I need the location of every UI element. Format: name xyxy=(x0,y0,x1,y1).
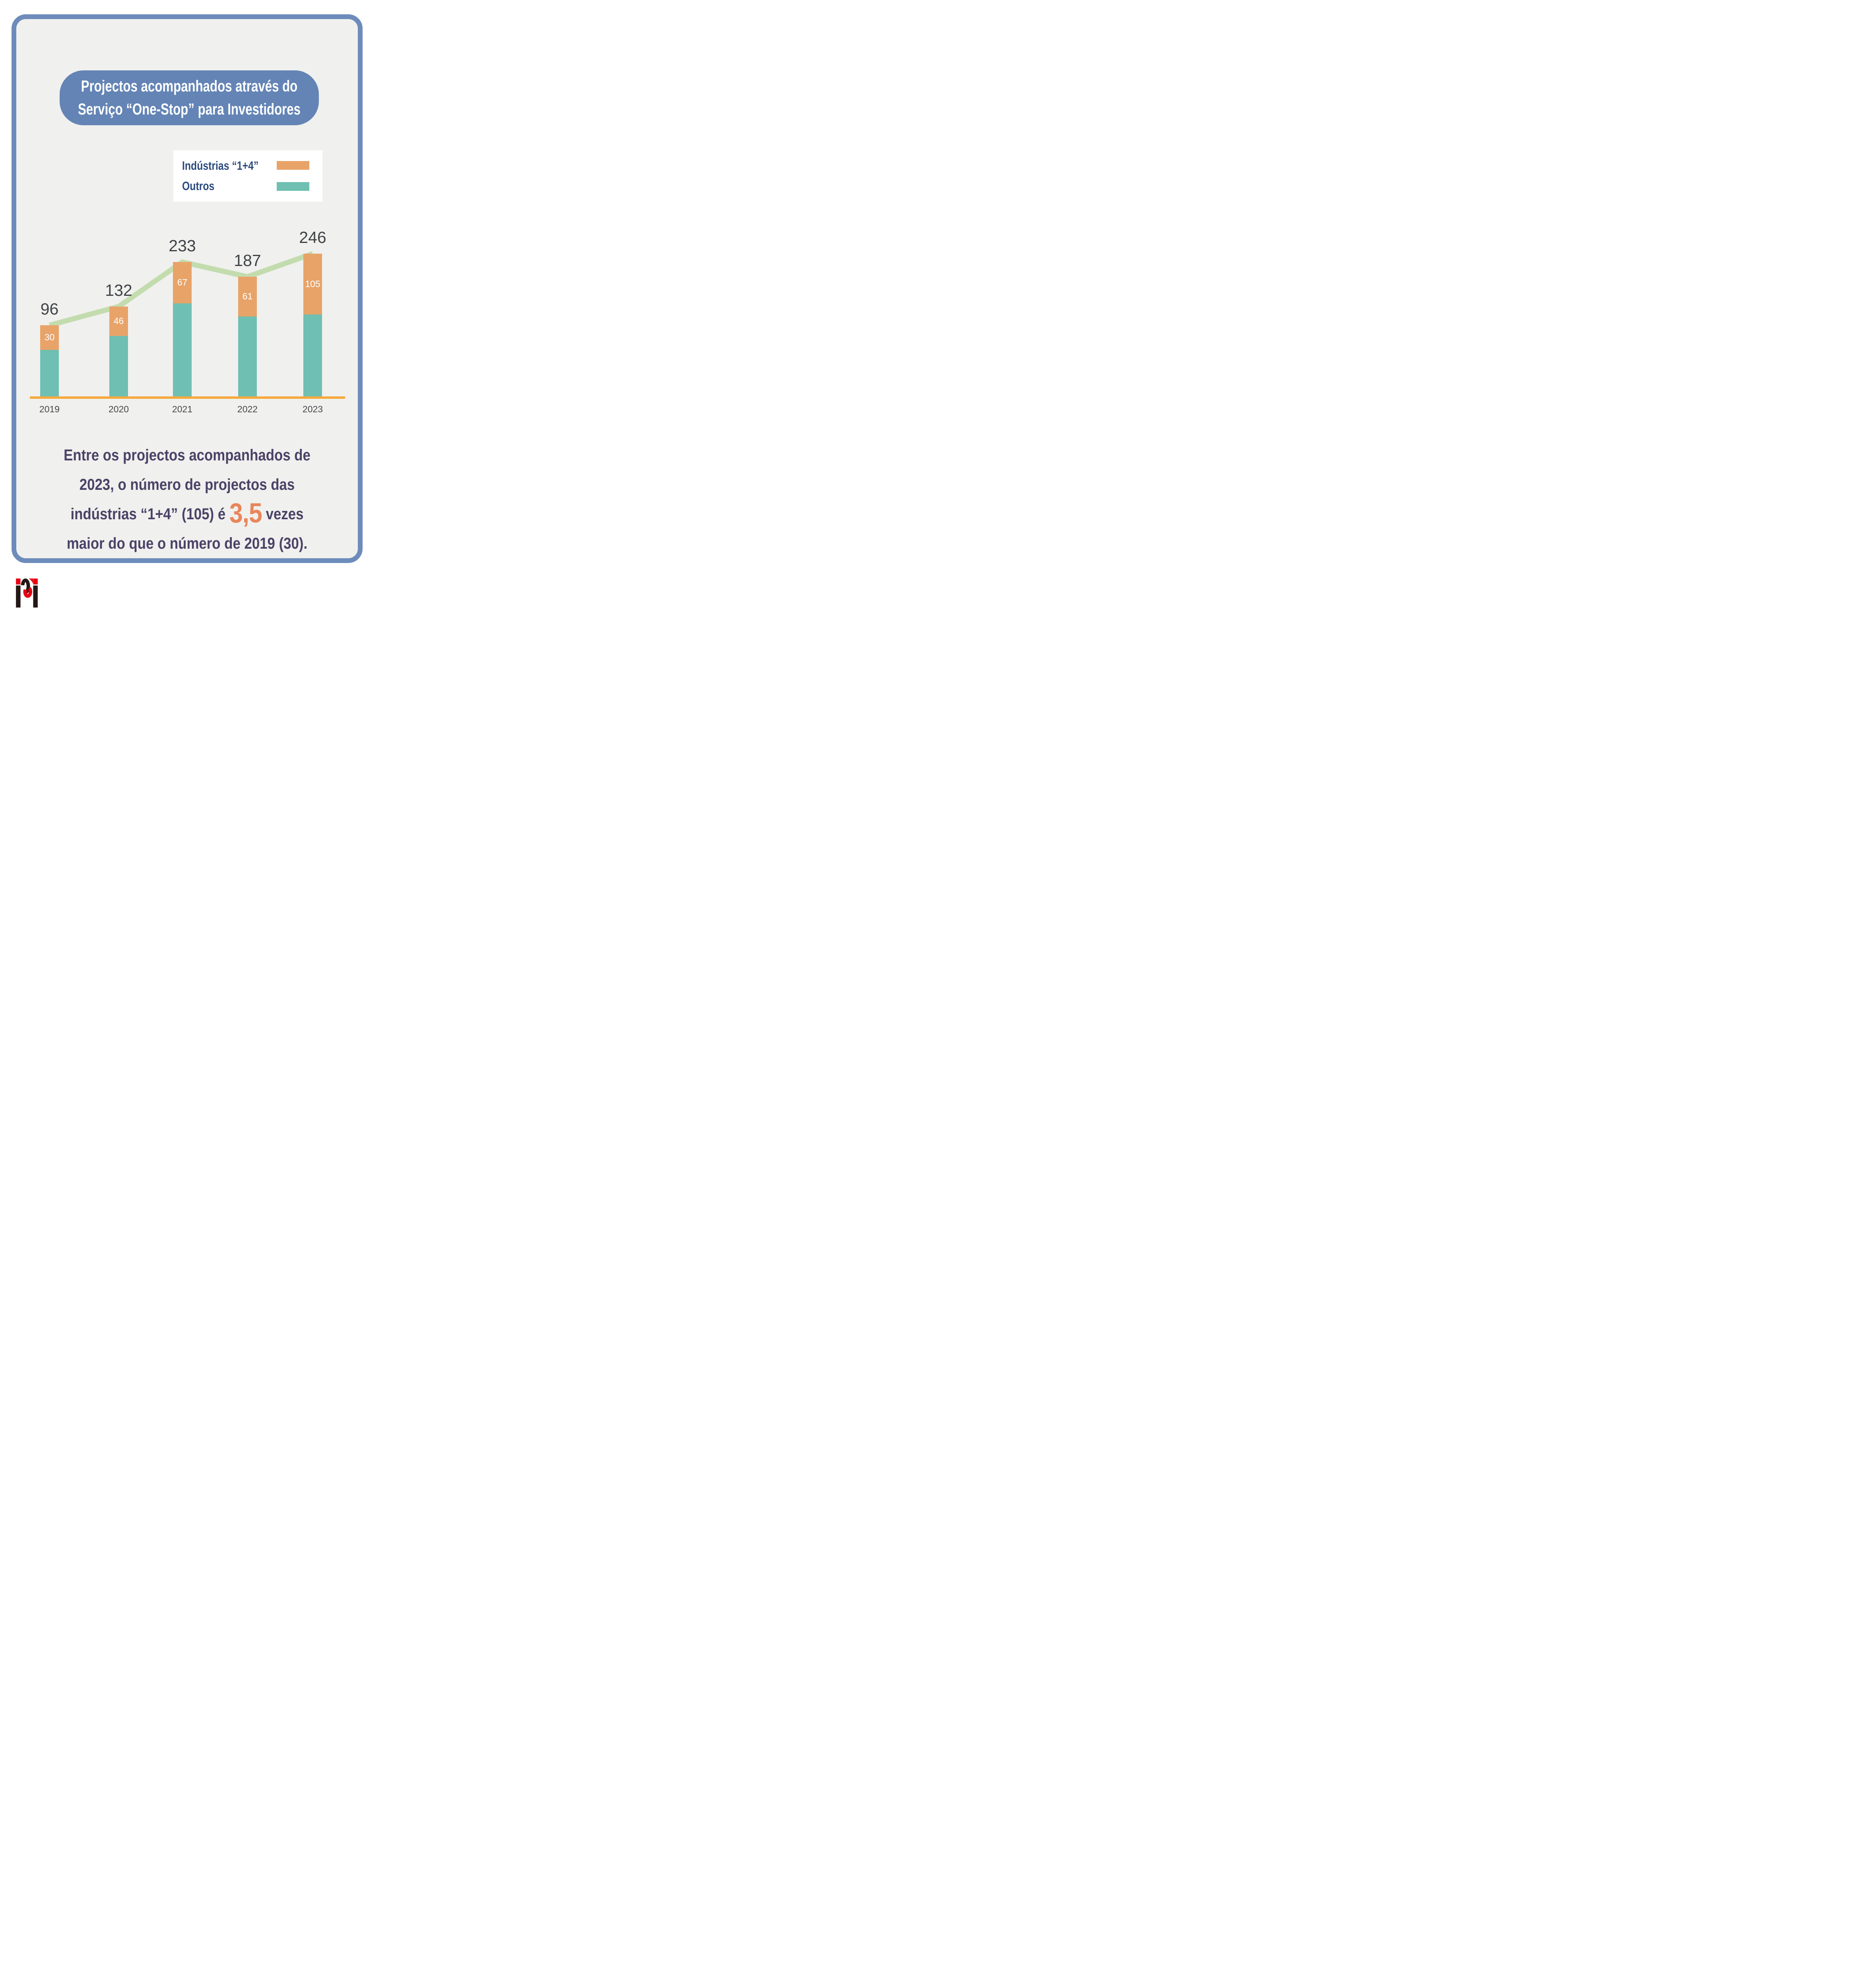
ipim-logo xyxy=(16,579,38,608)
page-title-line-2: Serviço “One-Stop” para Investidores xyxy=(78,101,301,118)
x-axis-year-label: 2019 xyxy=(39,404,60,414)
footer-line-1: Entre os projectos acompanhados de xyxy=(64,447,311,464)
bar-value-label: 105 xyxy=(305,278,320,289)
logo-black-bar-right xyxy=(33,585,38,608)
logo-red-wedge xyxy=(29,579,33,584)
bar-segment-outros xyxy=(303,315,322,396)
bar-total-label: 246 xyxy=(299,228,326,247)
legend-label-outros: Outros xyxy=(182,179,215,193)
x-axis-year-label: 2021 xyxy=(172,404,193,414)
footer-line-2: 2023, o número de projectos das xyxy=(79,476,295,493)
highlight-multiplier: 3,5 xyxy=(229,497,262,528)
footer-line-3: indústrias “1+4” (105) é 3,5 vezes xyxy=(34,499,340,529)
bar-segment-industrias: 46 xyxy=(109,307,128,336)
legend-swatch-outros xyxy=(277,182,309,191)
x-axis-year-label: 2020 xyxy=(108,404,129,414)
bar-total-label: 233 xyxy=(169,237,196,255)
logo-red-square-left xyxy=(16,579,21,585)
infographic-page: Projectos acompanhados através do Serviç… xyxy=(0,0,374,610)
footer-note: Entre os projectos acompanhados de 2023,… xyxy=(12,441,363,558)
bar-total-label: 187 xyxy=(234,251,261,270)
bar-value-label: 46 xyxy=(113,315,124,326)
bar-value-label: 30 xyxy=(44,332,55,342)
bar-segment-industrias: 105 xyxy=(303,254,322,315)
legend-label-industrias: Indústrias “1+4” xyxy=(182,159,259,173)
logo-black-bar-left xyxy=(16,585,21,608)
page-title-line-1: Projectos acompanhados através do xyxy=(81,78,298,95)
logo-red-knot xyxy=(23,587,33,598)
chart-legend: Indústrias “1+4” Outros xyxy=(173,150,322,202)
footer-line-4: maior do que o número de 2019 (30). xyxy=(66,535,308,552)
x-axis-line xyxy=(30,396,345,399)
x-axis-year-label: 2023 xyxy=(302,404,323,414)
bar-segment-industrias: 30 xyxy=(40,325,59,350)
x-axis-year-label: 2022 xyxy=(237,404,258,414)
bar-value-label: 61 xyxy=(242,291,253,301)
footer-line-3-after: vezes xyxy=(262,505,304,523)
footer-line-3-before: indústrias “1+4” (105) é xyxy=(70,505,229,523)
bar-segment-outros xyxy=(173,303,192,396)
bar-segment-outros xyxy=(40,350,59,396)
bar-total-label: 132 xyxy=(105,281,132,299)
bar-value-label: 67 xyxy=(177,277,188,287)
logo-red-square-right xyxy=(33,579,38,585)
legend-swatch-industrias xyxy=(277,161,309,170)
bar-total-label: 96 xyxy=(40,300,59,318)
bar-segment-outros xyxy=(238,316,257,396)
bar-segment-industrias: 61 xyxy=(238,277,257,316)
bar-segment-outros xyxy=(109,336,128,396)
bar-segment-industrias: 67 xyxy=(173,262,192,303)
title-bubble: Projectos acompanhados através do Serviç… xyxy=(60,70,319,125)
